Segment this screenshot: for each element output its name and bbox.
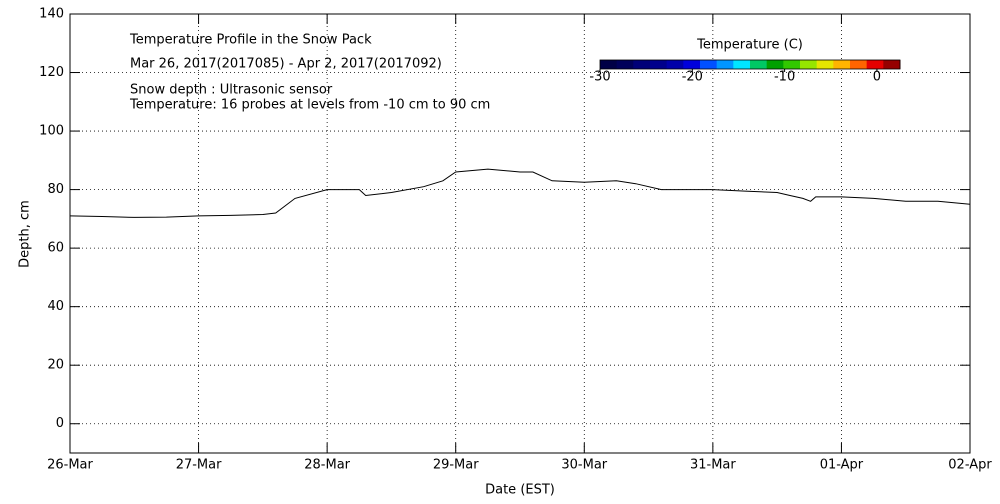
annotation: Temperature: 16 probes at levels from -1… — [129, 98, 490, 113]
y-tick-label: 140 — [39, 7, 64, 22]
colorbar-tick-label: -20 — [682, 70, 703, 85]
x-tick-label: 01-Apr — [820, 458, 864, 473]
y-tick-label: 60 — [47, 241, 64, 256]
x-axis-label: Date (EST) — [485, 483, 555, 498]
subtitle: Mar 26, 2017(2017085) - Apr 2, 2017(2017… — [130, 57, 442, 72]
colorbar-segment — [683, 60, 701, 69]
colorbar-tick-label: -30 — [589, 70, 610, 85]
colorbar-segment — [616, 60, 634, 69]
plot-frame — [69, 13, 971, 454]
colorbar-segment — [816, 60, 834, 69]
colorbar-segment — [666, 60, 684, 69]
colorbar-segment — [733, 60, 751, 69]
y-tick-label: 0 — [56, 416, 64, 431]
x-tick-label: 28-Mar — [304, 458, 350, 473]
colorbar-title: Temperature (C) — [696, 38, 803, 53]
colorbar-segment — [716, 60, 734, 69]
y-axis-label: Depth, cm — [18, 200, 33, 268]
y-tick-label: 120 — [39, 65, 64, 80]
colorbar-segment — [600, 60, 618, 69]
colorbar-segment — [700, 60, 718, 69]
colorbar-segment — [866, 60, 884, 69]
colorbar-segment — [883, 60, 901, 69]
annotation: Snow depth : Ultrasonic sensor — [130, 83, 333, 98]
colorbar-segment — [650, 60, 668, 69]
x-tick-label: 27-Mar — [176, 458, 222, 473]
x-tick-label: 26-Mar — [47, 458, 93, 473]
series-line — [69, 168, 971, 218]
colorbar-segment — [800, 60, 818, 69]
y-tick-label: 100 — [39, 124, 64, 139]
chart-title: Temperature Profile in the Snow Pack — [129, 33, 372, 48]
x-tick-label: 31-Mar — [690, 458, 736, 473]
colorbar-frame — [599, 59, 901, 70]
x-tick-label: 30-Mar — [561, 458, 607, 473]
colorbar-segment — [783, 60, 801, 69]
y-tick-label: 40 — [47, 299, 64, 314]
y-tick-label: 80 — [47, 182, 64, 197]
colorbar-tick-label: -10 — [774, 70, 795, 85]
colorbar-segment — [850, 60, 868, 69]
x-tick-label: 29-Mar — [433, 458, 479, 473]
colorbar-segment — [633, 60, 651, 69]
colorbar-segment — [750, 60, 768, 69]
colorbar-tick-label: 0 — [873, 70, 881, 85]
colorbar-segment — [833, 60, 851, 69]
x-tick-label: 02-Apr — [948, 458, 992, 473]
y-tick-label: 20 — [47, 358, 64, 373]
colorbar-segment — [766, 60, 784, 69]
